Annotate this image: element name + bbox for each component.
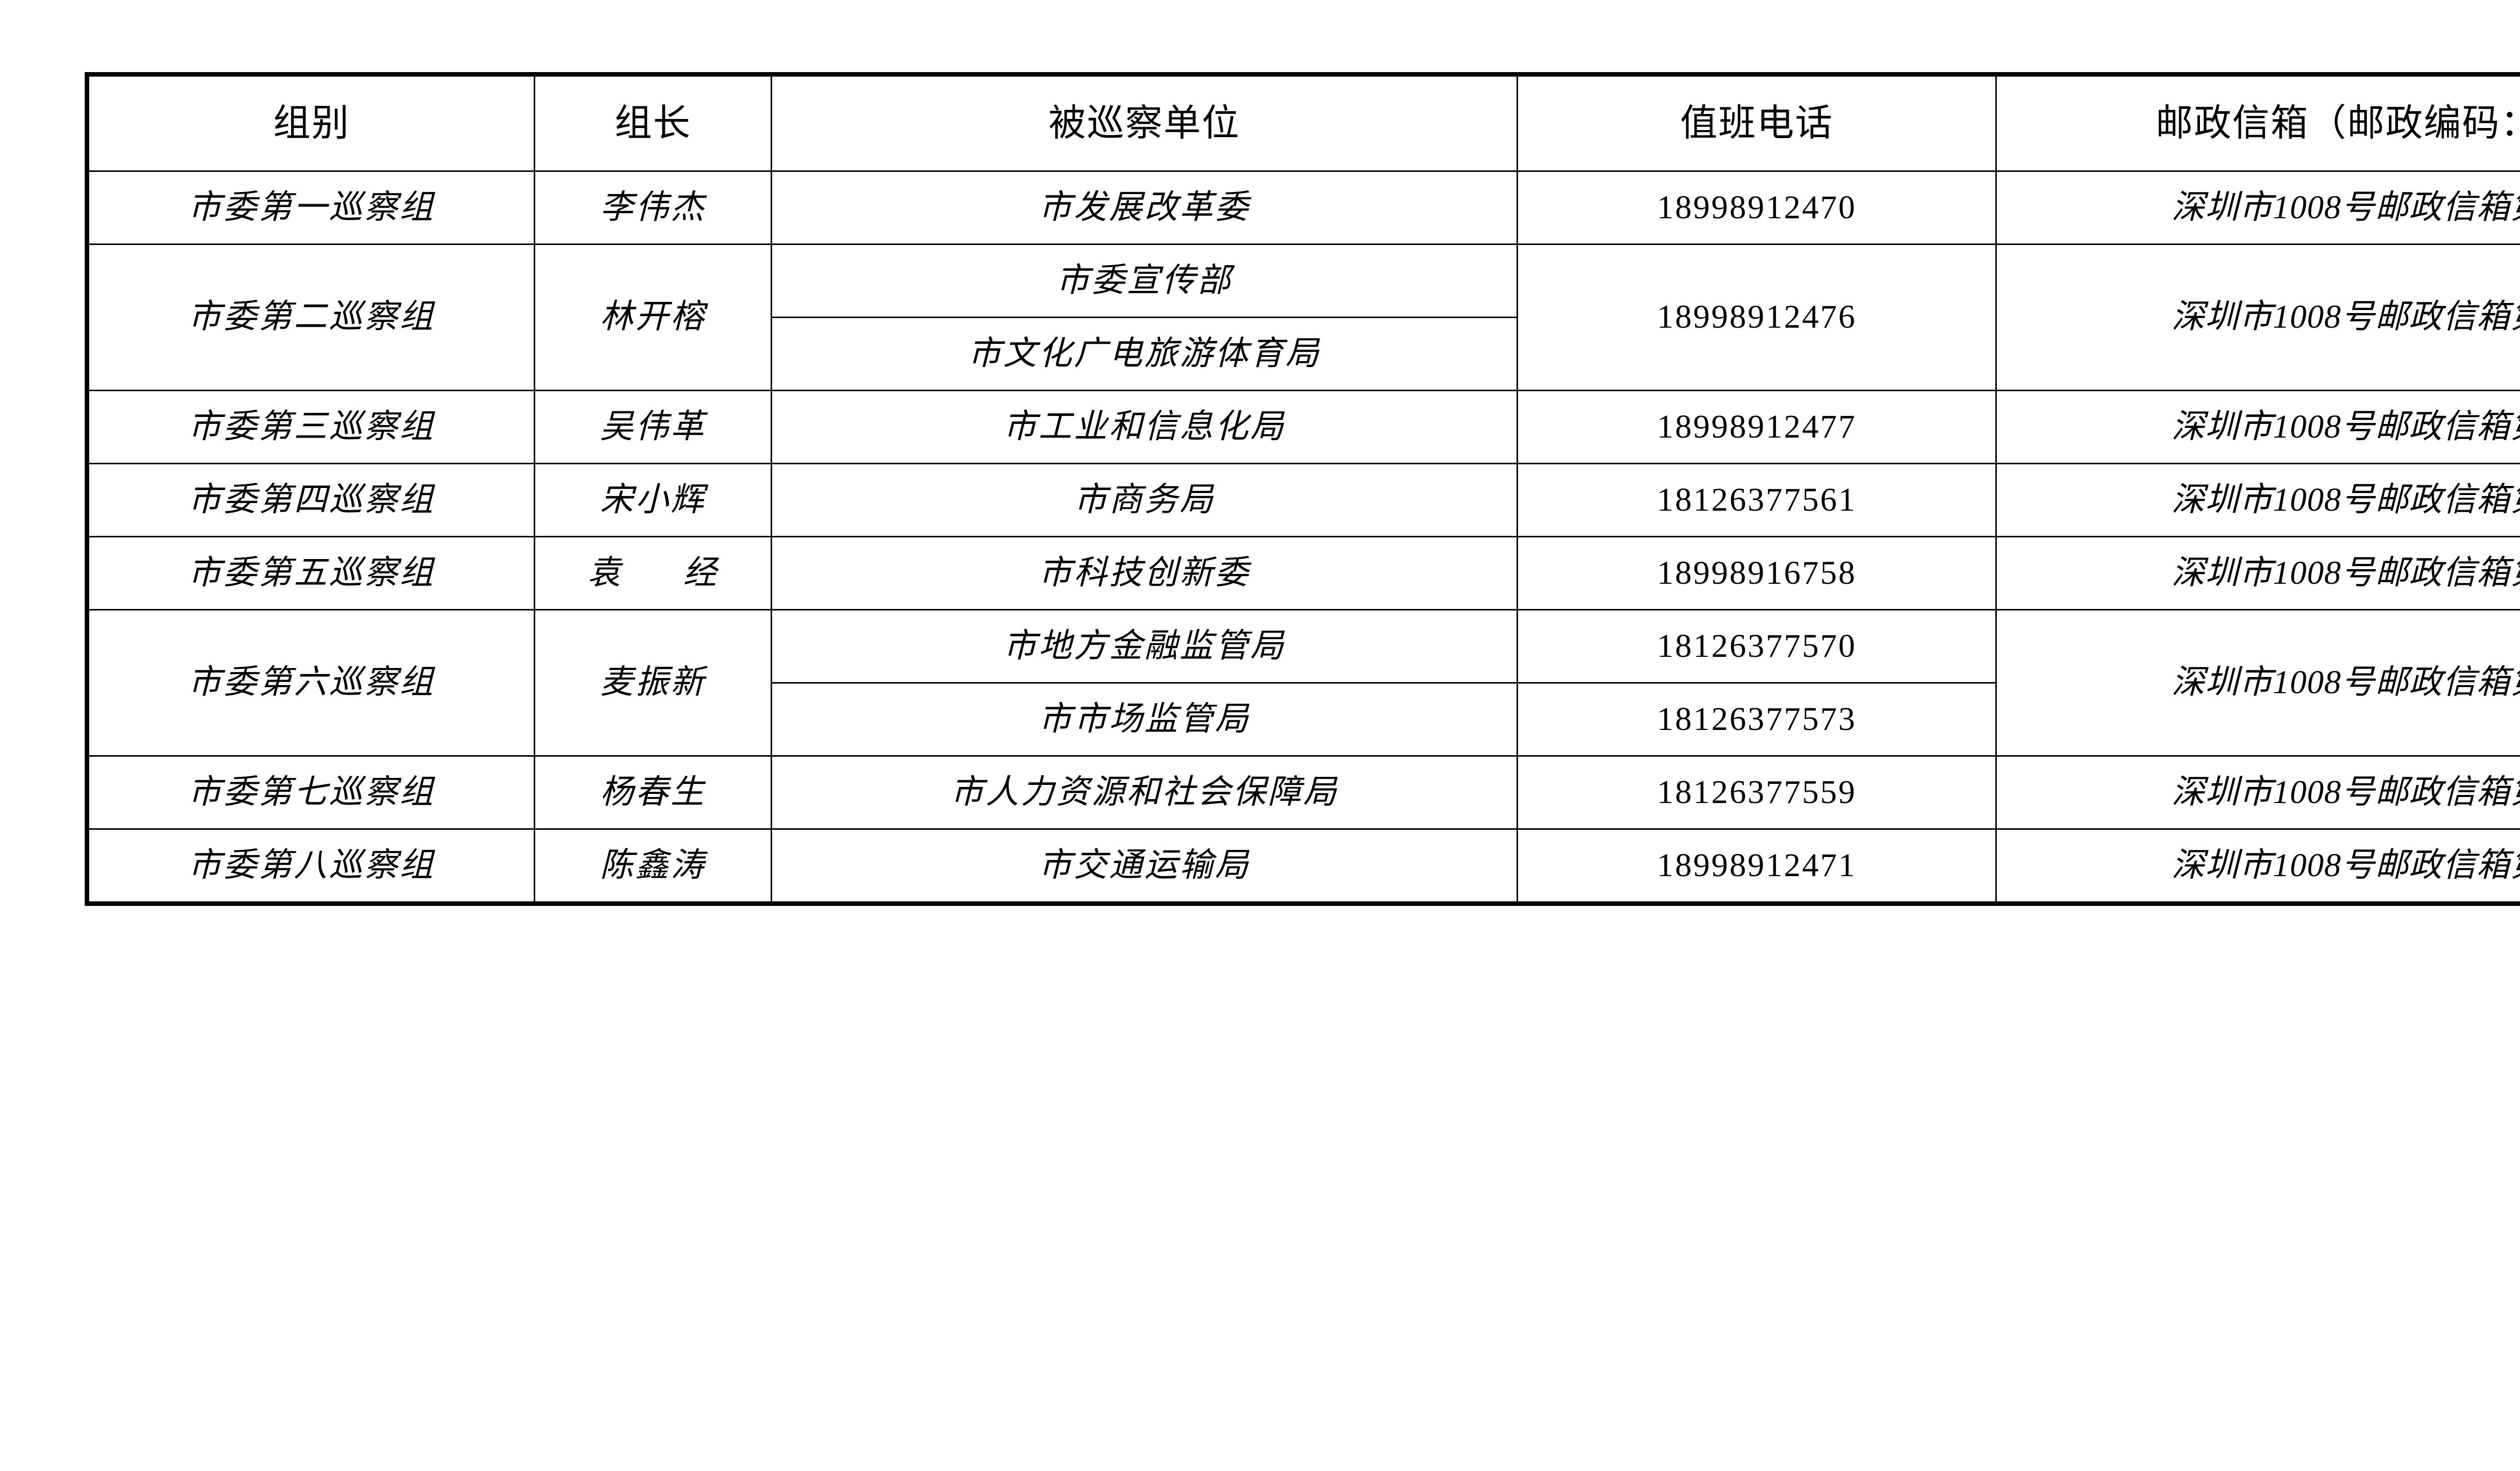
cell-leader: 宋小辉 <box>534 463 772 537</box>
column-header-mailbox: 邮政信箱（邮政编码：518035） <box>1995 74 2520 172</box>
table-row: 市委第三巡察组 吴伟革 市工业和信息化局 18998912477 深圳市1008… <box>86 390 2520 464</box>
cell-mailbox: 深圳市1008号邮政信箱第一巡察组 <box>1995 170 2520 245</box>
cell-mailbox: 深圳市1008号邮政信箱第六巡察组 <box>1995 609 2520 757</box>
cell-leader: 麦振新 <box>534 609 772 757</box>
table-row: 市委第七巡察组 杨春生 市人力资源和社会保障局 18126377559 深圳市1… <box>86 755 2520 830</box>
cell-leader: 陈鑫涛 <box>534 828 772 904</box>
column-header-group: 组别 <box>86 74 535 172</box>
cell-mailbox: 深圳市1008号邮政信箱第三巡察组 <box>1995 390 2520 464</box>
cell-mailbox: 深圳市1008号邮政信箱第七巡察组 <box>1995 755 2520 830</box>
cell-leader: 吴伟革 <box>534 390 772 464</box>
table-row-continued: 市文化广电旅游体育局 <box>87 317 2520 391</box>
cell-unit: 市人力资源和社会保障局 <box>771 755 1518 830</box>
cell-group: 市委第三巡察组 <box>86 390 535 464</box>
cell-mailbox: 深圳市1008号邮政信箱第二巡察组 <box>1995 243 2520 391</box>
cell-phone: 18126377561 <box>1517 463 1997 537</box>
cell-mailbox: 深圳市1008号邮政信箱第八巡察组 <box>1995 828 2520 904</box>
inspection-groups-table: 组别 组长 被巡察单位 值班电话 邮政信箱（邮政编码：518035） 市委第一巡… <box>85 72 2520 906</box>
cell-leader: 林开榕 <box>534 243 772 391</box>
cell-leader: 袁 经 <box>534 536 772 610</box>
cell-unit: 市科技创新委 <box>771 536 1518 610</box>
cell-group: 市委第七巡察组 <box>86 755 535 830</box>
cell-phone: 18126377573 <box>1517 682 1997 757</box>
cell-phone: 18998912476 <box>1517 243 1997 391</box>
inspection-groups-table-container: 组别 组长 被巡察单位 值班电话 邮政信箱（邮政编码：518035） 市委第一巡… <box>85 72 2520 906</box>
cell-phone: 18126377570 <box>1517 609 1997 684</box>
cell-unit: 市工业和信息化局 <box>771 390 1518 464</box>
column-header-leader: 组长 <box>534 74 772 172</box>
table-row: 市委第五巡察组 袁 经 市科技创新委 18998916758 深圳市1008号邮… <box>86 536 2520 610</box>
cell-group: 市委第八巡察组 <box>86 828 535 904</box>
cell-phone: 18126377559 <box>1517 755 1997 830</box>
cell-phone: 18998912477 <box>1517 390 1997 464</box>
cell-unit: 市商务局 <box>771 463 1518 537</box>
cell-leader: 李伟杰 <box>534 170 772 245</box>
table-body: 市委第一巡察组 李伟杰 市发展改革委 18998912470 深圳市1008号邮… <box>86 170 2520 904</box>
table-row: 市委第一巡察组 李伟杰 市发展改革委 18998912470 深圳市1008号邮… <box>86 170 2520 245</box>
cell-mailbox: 深圳市1008号邮政信箱第五巡察组 <box>1995 536 2520 610</box>
cell-group: 市委第四巡察组 <box>86 463 535 537</box>
table-row: 市委第八巡察组 陈鑫涛 市交通运输局 18998912471 深圳市1008号邮… <box>86 828 2520 904</box>
cell-unit: 市地方金融监管局 <box>771 609 1518 684</box>
table-row: 市委第二巡察组 林开榕 市委宣传部 18998912476 深圳市1008号邮政… <box>86 243 2520 391</box>
cell-unit: 市委宣传部 <box>771 243 1518 318</box>
cell-group: 市委第一巡察组 <box>86 170 535 245</box>
table-header-row: 组别 组长 被巡察单位 值班电话 邮政信箱（邮政编码：518035） <box>86 74 2520 172</box>
cell-leader-name: 袁 经 <box>587 554 719 591</box>
table-header: 组别 组长 被巡察单位 值班电话 邮政信箱（邮政编码：518035） <box>86 74 2520 172</box>
cell-group: 市委第六巡察组 <box>86 609 535 757</box>
cell-unit: 市文化广电旅游体育局 <box>771 317 1518 391</box>
cell-phone: 18998912470 <box>1517 170 1997 245</box>
cell-group: 市委第二巡察组 <box>86 243 535 391</box>
cell-unit: 市发展改革委 <box>771 170 1518 245</box>
table-row: 市委第六巡察组 麦振新 市地方金融监管局 18126377570 深圳市1008… <box>86 609 2520 757</box>
column-header-phone: 值班电话 <box>1517 74 1997 172</box>
cell-phone: 18998912471 <box>1517 828 1997 904</box>
column-header-unit: 被巡察单位 <box>771 74 1518 172</box>
cell-unit: 市市场监管局 <box>771 682 1518 757</box>
cell-group: 市委第五巡察组 <box>86 536 535 610</box>
cell-unit: 市交通运输局 <box>771 828 1518 904</box>
table-row-continued: 市市场监管局 18126377573 <box>87 682 2520 757</box>
cell-leader: 杨春生 <box>534 755 772 830</box>
cell-mailbox: 深圳市1008号邮政信箱第四巡察组 <box>1995 463 2520 537</box>
cell-phone: 18998916758 <box>1517 536 1997 610</box>
table-row: 市委第四巡察组 宋小辉 市商务局 18126377561 深圳市1008号邮政信… <box>86 463 2520 537</box>
